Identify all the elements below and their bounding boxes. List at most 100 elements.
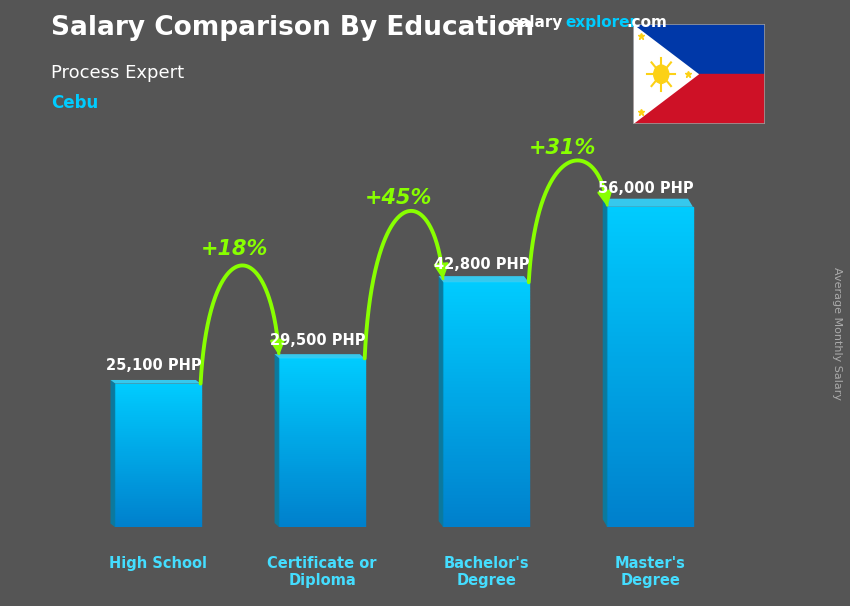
Bar bbox=[116, 479, 201, 481]
Bar bbox=[608, 507, 693, 511]
Bar bbox=[608, 467, 693, 471]
Bar bbox=[608, 403, 693, 407]
Bar bbox=[116, 402, 201, 404]
Bar bbox=[608, 291, 693, 295]
Bar bbox=[608, 335, 693, 339]
Bar bbox=[444, 313, 529, 316]
Bar bbox=[280, 373, 365, 375]
Bar bbox=[608, 443, 693, 447]
Bar bbox=[608, 439, 693, 443]
Bar bbox=[116, 507, 201, 509]
Polygon shape bbox=[633, 24, 699, 124]
Bar bbox=[116, 445, 201, 447]
Bar bbox=[280, 483, 365, 485]
Polygon shape bbox=[439, 276, 444, 527]
Bar bbox=[280, 401, 365, 403]
Bar bbox=[280, 411, 365, 413]
Bar bbox=[608, 327, 693, 331]
Bar bbox=[444, 493, 529, 496]
Bar bbox=[116, 490, 201, 491]
Bar bbox=[280, 432, 365, 435]
Bar bbox=[444, 518, 529, 521]
Bar bbox=[116, 482, 201, 484]
Bar bbox=[116, 514, 201, 516]
Bar bbox=[444, 319, 529, 322]
Bar bbox=[608, 511, 693, 515]
Bar bbox=[116, 450, 201, 452]
Bar bbox=[444, 524, 529, 527]
Bar bbox=[280, 517, 365, 519]
Bar bbox=[280, 395, 365, 396]
Bar bbox=[116, 384, 201, 385]
Bar bbox=[608, 519, 693, 523]
Bar bbox=[444, 408, 529, 411]
Text: Master's
Degree: Master's Degree bbox=[615, 556, 686, 588]
Bar bbox=[280, 456, 365, 458]
Bar bbox=[608, 499, 693, 503]
Bar bbox=[280, 430, 365, 432]
Bar bbox=[116, 455, 201, 457]
Bar bbox=[116, 434, 201, 436]
Bar bbox=[444, 380, 529, 384]
Bar bbox=[116, 439, 201, 441]
Bar bbox=[280, 504, 365, 506]
Bar bbox=[608, 427, 693, 431]
Bar bbox=[444, 460, 529, 463]
Bar bbox=[116, 501, 201, 502]
Bar bbox=[280, 519, 365, 521]
Bar bbox=[280, 379, 365, 382]
Bar bbox=[608, 399, 693, 403]
Bar bbox=[608, 351, 693, 355]
Bar bbox=[608, 231, 693, 235]
Bar bbox=[444, 414, 529, 417]
Bar bbox=[280, 439, 365, 441]
Text: +45%: +45% bbox=[366, 188, 433, 208]
Text: Average Monthly Salary: Average Monthly Salary bbox=[832, 267, 842, 400]
Bar bbox=[608, 423, 693, 427]
Bar bbox=[608, 387, 693, 391]
Bar bbox=[280, 472, 365, 474]
Text: Certificate or
Diploma: Certificate or Diploma bbox=[267, 556, 377, 588]
Bar bbox=[444, 466, 529, 469]
Bar bbox=[444, 374, 529, 377]
Bar bbox=[116, 438, 201, 439]
Bar bbox=[280, 358, 365, 361]
Text: Cebu: Cebu bbox=[51, 94, 99, 112]
Text: 29,500 PHP: 29,500 PHP bbox=[270, 333, 366, 348]
Bar bbox=[280, 508, 365, 510]
Bar bbox=[280, 443, 365, 445]
Bar bbox=[444, 399, 529, 402]
Bar bbox=[280, 415, 365, 418]
Bar bbox=[116, 432, 201, 434]
Bar bbox=[444, 490, 529, 493]
Bar bbox=[608, 259, 693, 263]
Bar bbox=[116, 436, 201, 438]
Bar bbox=[116, 461, 201, 462]
Bar bbox=[444, 448, 529, 451]
Bar bbox=[608, 431, 693, 435]
Bar bbox=[608, 515, 693, 519]
Bar bbox=[444, 377, 529, 380]
Bar bbox=[116, 400, 201, 402]
Bar bbox=[608, 275, 693, 279]
Bar bbox=[280, 513, 365, 514]
Bar bbox=[608, 307, 693, 311]
Polygon shape bbox=[439, 276, 529, 282]
Bar bbox=[608, 395, 693, 399]
Bar bbox=[116, 425, 201, 427]
Bar bbox=[633, 24, 765, 75]
Bar bbox=[280, 382, 365, 384]
Bar bbox=[608, 451, 693, 455]
Text: 56,000 PHP: 56,000 PHP bbox=[598, 181, 694, 196]
Bar bbox=[608, 347, 693, 351]
Bar bbox=[116, 502, 201, 504]
Bar bbox=[444, 509, 529, 512]
Bar bbox=[280, 502, 365, 504]
Bar bbox=[280, 498, 365, 500]
Bar bbox=[116, 389, 201, 391]
Bar bbox=[116, 486, 201, 488]
Bar bbox=[116, 470, 201, 471]
Bar bbox=[280, 407, 365, 409]
Bar bbox=[116, 452, 201, 454]
Bar bbox=[116, 412, 201, 414]
